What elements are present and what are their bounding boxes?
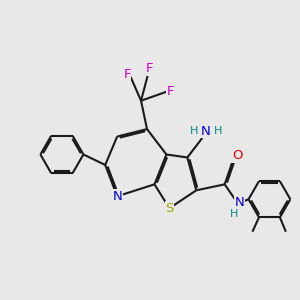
Text: H: H	[190, 126, 198, 136]
Text: O: O	[232, 149, 242, 162]
Text: N: N	[112, 190, 122, 203]
Text: F: F	[166, 85, 174, 98]
Text: H: H	[214, 126, 222, 136]
Text: H: H	[230, 209, 239, 219]
Text: N: N	[201, 125, 211, 138]
Text: F: F	[123, 68, 131, 81]
Text: N: N	[235, 196, 244, 209]
Text: F: F	[146, 62, 153, 75]
Text: S: S	[165, 202, 174, 215]
